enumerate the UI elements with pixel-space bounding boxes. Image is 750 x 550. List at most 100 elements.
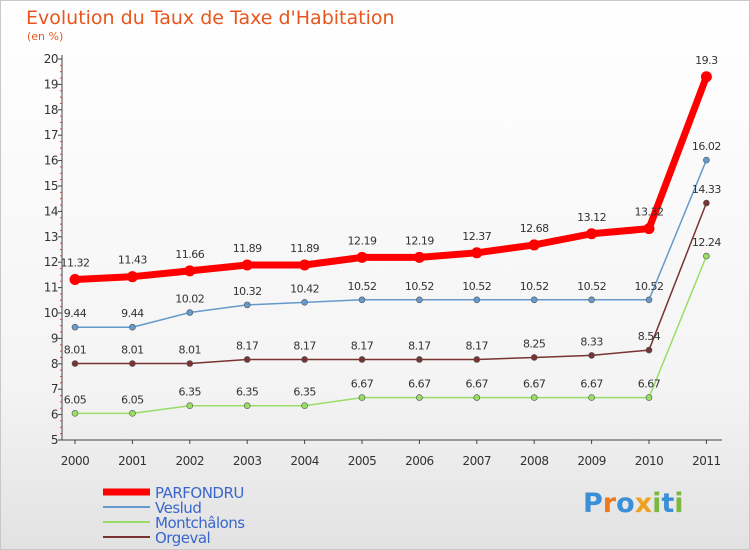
data-point xyxy=(703,252,710,260)
data-point xyxy=(241,259,253,271)
data-label: 8.17 xyxy=(293,339,316,352)
series-line-montchâlons xyxy=(74,255,708,415)
data-label: 8.17 xyxy=(466,339,489,352)
x-tick-label: 2002 xyxy=(176,454,205,468)
data-label: 6.67 xyxy=(408,378,431,391)
legend-label: Orgeval xyxy=(155,529,210,547)
data-point xyxy=(473,296,481,304)
data-label: 11.32 xyxy=(61,256,90,269)
y-tick-label: 16 xyxy=(44,154,58,168)
data-point xyxy=(473,356,481,363)
y-tick-label: 11 xyxy=(44,281,58,295)
data-point xyxy=(700,71,712,83)
logo-letter: P xyxy=(583,488,603,519)
data-label: 11.66 xyxy=(175,248,204,261)
data-point xyxy=(416,394,423,401)
data-label: 10.52 xyxy=(520,280,549,293)
data-label: 10.52 xyxy=(348,280,377,293)
data-label: 14.33 xyxy=(692,183,721,196)
data-label: 6.67 xyxy=(351,378,374,391)
x-tick-label: 2007 xyxy=(463,454,492,468)
data-point xyxy=(645,296,653,304)
x-tick-label: 2011 xyxy=(692,454,721,468)
x-tick-label: 2010 xyxy=(635,454,664,468)
y-tick-label: 12 xyxy=(44,255,58,269)
y-tick-label: 8 xyxy=(51,357,58,371)
data-point xyxy=(186,360,194,367)
chart-title: Evolution du Taux de Taxe d'Habitation xyxy=(26,7,395,29)
data-point xyxy=(703,156,710,164)
data-label: 10.52 xyxy=(462,280,491,293)
data-point xyxy=(471,247,483,259)
data-point xyxy=(186,309,194,316)
data-label: 6.67 xyxy=(580,378,603,391)
legend-label: Veslud xyxy=(155,499,201,517)
data-label: 8.01 xyxy=(64,344,87,357)
x-tick-label: 2004 xyxy=(290,454,319,468)
logo-letter: i xyxy=(652,488,662,519)
data-label: 19.3 xyxy=(695,54,718,67)
data-point xyxy=(129,323,136,331)
y-tick-label: 20 xyxy=(44,52,58,66)
data-point xyxy=(413,251,425,263)
data-label: 12.68 xyxy=(520,222,549,235)
logo-letter: x xyxy=(634,488,653,519)
data-point xyxy=(416,296,423,304)
data-point xyxy=(243,356,251,363)
data-point xyxy=(416,356,423,363)
x-tick-label: 2000 xyxy=(61,454,90,468)
data-point xyxy=(129,360,136,367)
data-label: 11.43 xyxy=(118,254,147,267)
data-label: 12.19 xyxy=(348,234,377,247)
data-point xyxy=(243,402,251,410)
data-point xyxy=(473,394,481,401)
data-label: 13.32 xyxy=(635,206,664,219)
x-tick-label: 2009 xyxy=(577,454,606,468)
y-tick-label: 6 xyxy=(51,408,58,422)
y-tick-label: 10 xyxy=(44,306,58,320)
y-tick-label: 19 xyxy=(44,77,58,91)
data-label: 11.89 xyxy=(290,242,319,255)
data-point xyxy=(588,394,595,401)
data-point xyxy=(301,299,308,306)
data-label: 6.35 xyxy=(293,386,316,399)
data-label: 6.35 xyxy=(236,386,259,399)
data-point xyxy=(358,394,366,401)
logo-letter: o xyxy=(616,488,635,519)
y-tick-label: 18 xyxy=(44,103,58,117)
data-label: 8.17 xyxy=(236,339,259,352)
data-point xyxy=(129,410,136,417)
series-line-parfondru xyxy=(71,73,710,283)
data-point xyxy=(588,352,595,359)
data-label: 6.67 xyxy=(638,378,661,391)
data-point xyxy=(71,410,79,417)
data-point xyxy=(645,346,653,354)
y-tick-label: 15 xyxy=(44,179,58,193)
x-tick-label: 2001 xyxy=(118,454,147,468)
logo-letter: r xyxy=(602,488,617,519)
axes: 5 6 7 8 9 10 11 12 13 14 15 16 17 18 19 20 2000 2001 2002 2… xyxy=(44,52,722,468)
y-tick-label: 5 xyxy=(51,433,58,447)
x-tick-label: 2003 xyxy=(233,454,262,468)
data-point xyxy=(243,301,251,309)
data-point xyxy=(530,394,538,401)
x-tick-label: 2008 xyxy=(520,454,549,468)
data-point xyxy=(358,296,366,304)
data-label: 16.02 xyxy=(692,140,721,153)
data-point xyxy=(299,259,311,271)
data-label: 8.17 xyxy=(408,339,431,352)
y-tick-label: 9 xyxy=(51,331,58,345)
data-point xyxy=(301,356,308,363)
data-point xyxy=(356,251,368,263)
data-label: 6.05 xyxy=(64,393,87,406)
data-label: 8.25 xyxy=(523,337,546,350)
y-tick-label: 13 xyxy=(44,230,58,244)
data-point xyxy=(71,360,79,367)
data-point xyxy=(530,296,538,304)
data-label: 9.44 xyxy=(121,307,144,320)
chart-subtitle: (en %) xyxy=(27,30,63,43)
data-point xyxy=(126,271,138,283)
legend-label: Montchâlons xyxy=(155,514,245,532)
